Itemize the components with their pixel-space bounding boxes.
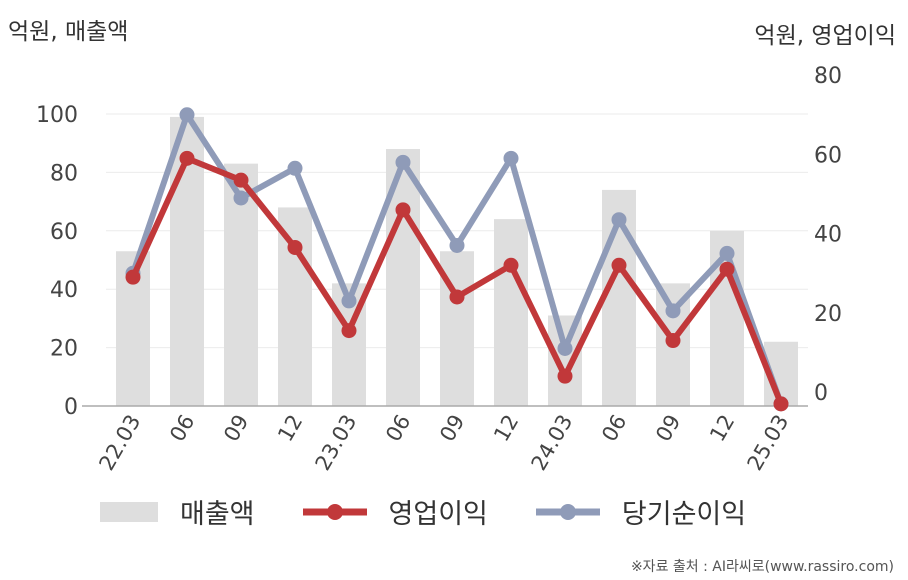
x-axis-tick-labels: 22.03 06 09 12 23.03 06 09 12 24.03 06 09 12 25.03 (94, 411, 793, 475)
x-tick-label: 25.03 (742, 411, 793, 475)
right-y-tick-label: 40 (814, 223, 842, 248)
x-tick-label: 23.03 (310, 411, 361, 475)
legend-item-net-income: 당기순이익 (535, 492, 747, 531)
revenue-bars (116, 116, 798, 407)
revenue-bar (494, 219, 528, 406)
operating-profit-point (449, 289, 465, 305)
left-y-axis-ticks: 0 20 40 60 80 100 (36, 103, 78, 420)
legend-item-operating-profit: 영업이익 (302, 492, 488, 531)
left-y-tick-label: 40 (50, 278, 78, 303)
net-income-point (179, 107, 195, 123)
left-y-tick-label: 80 (50, 161, 78, 186)
net-income-point (557, 340, 573, 356)
x-tick-label: 06 (597, 411, 631, 446)
x-tick-label: 12 (489, 411, 523, 446)
legend-swatch-operating-profit (302, 503, 367, 520)
operating-profit-point (125, 269, 141, 285)
x-tick-label: 09 (435, 411, 469, 446)
profit-lines (125, 107, 789, 412)
net-income-point (395, 154, 411, 170)
x-tick-label: 06 (165, 411, 199, 446)
x-tick-label: 06 (381, 411, 415, 446)
operating-profit-point (233, 172, 249, 188)
right-y-tick-label: 80 (814, 64, 842, 89)
x-tick-label: 09 (651, 411, 685, 446)
legend-swatch-revenue (100, 501, 158, 522)
net-income-point (719, 245, 735, 261)
x-tick-label: 12 (705, 411, 739, 446)
right-y-tick-label: 0 (814, 381, 828, 406)
net-income-point (341, 293, 357, 309)
operating-profit-point (503, 257, 519, 273)
operating-profit-point (665, 333, 681, 349)
operating-profit-point (557, 368, 573, 384)
source-note: ※자료 출처 : AI라씨로(www.rassiro.com) (630, 559, 894, 575)
revenue-bar (548, 315, 582, 406)
legend-label-operating-profit: 영업이익 (388, 499, 488, 530)
operating-profit-point (773, 396, 789, 412)
legend-item-revenue: 매출액 (100, 492, 255, 531)
legend-label-revenue: 매출액 (180, 499, 255, 530)
right-axis-unit-label: 억원, 영업이익 (754, 23, 896, 49)
x-tick-label: 09 (219, 411, 253, 446)
left-y-tick-label: 0 (64, 395, 78, 420)
operating-profit-point (179, 150, 195, 166)
left-y-tick-label: 20 (50, 337, 78, 362)
operating-profit-point (287, 239, 303, 255)
x-tick-label: 24.03 (526, 411, 577, 475)
net-income-point (503, 150, 519, 166)
right-y-axis-ticks: 0 20 40 60 80 (814, 64, 842, 406)
legend-label-net-income: 당기순이익 (621, 499, 747, 530)
legend-swatch-net-income (535, 503, 600, 520)
left-y-tick-label: 60 (50, 220, 78, 245)
operating-profit-point (719, 261, 735, 277)
left-y-tick-label: 100 (36, 103, 78, 128)
net-income-point (665, 303, 681, 319)
operating-profit-point (395, 202, 411, 218)
net-income-point (233, 190, 249, 206)
right-y-tick-label: 60 (814, 143, 842, 168)
net-income-point (287, 160, 303, 176)
left-axis-unit-label: 억원, 매출액 (8, 19, 129, 45)
x-tick-label: 12 (273, 411, 307, 446)
net-income-point (449, 237, 465, 253)
operating-profit-point (341, 323, 357, 339)
legend: 매출액 영업이익 당기순이익 (100, 492, 794, 531)
operating-profit-point (611, 257, 627, 273)
right-y-tick-label: 20 (814, 302, 842, 327)
x-tick-label: 22.03 (94, 411, 145, 475)
net-income-point (611, 212, 627, 228)
